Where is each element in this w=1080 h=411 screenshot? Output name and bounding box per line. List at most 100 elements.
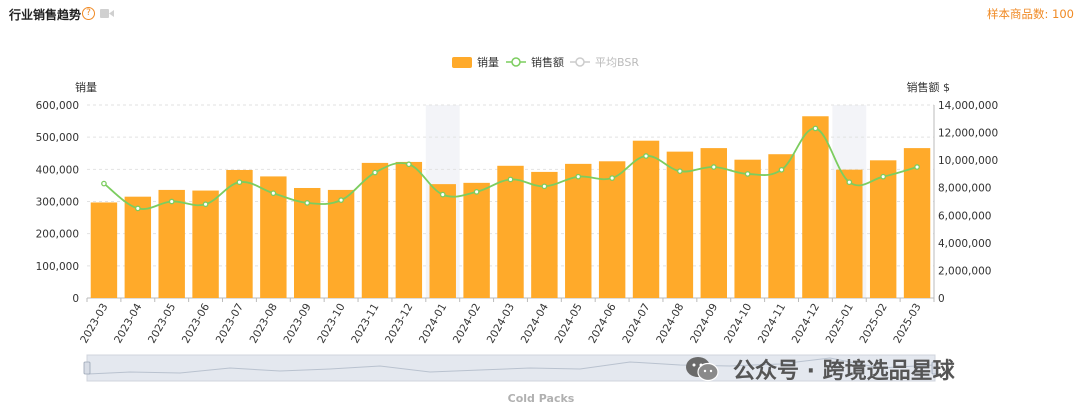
watermark-text: 公众号 · 跨境选品星球 — [733, 359, 955, 384]
sample-count: 样本商品数: 100 — [987, 7, 1074, 21]
x-tick-label: 2025-01 — [824, 302, 856, 346]
bar-sales-volume[interactable] — [429, 184, 456, 298]
legend-item-avg-bsr[interactable]: 平均BSR — [570, 56, 639, 69]
x-tick-label: 2024-04 — [519, 301, 551, 345]
bar-sales-volume[interactable] — [734, 159, 761, 298]
watermark: 公众号 · 跨境选品星球 — [685, 354, 955, 384]
point-sales-amount[interactable] — [372, 169, 378, 176]
point-sales-amount[interactable] — [101, 180, 107, 187]
x-tick-label: 2023-12 — [383, 302, 415, 346]
bar-sales-volume[interactable] — [836, 169, 863, 298]
point-sales-amount[interactable] — [778, 166, 785, 173]
legend-item-sales-amount[interactable]: 销售额 — [506, 55, 564, 69]
y-axis-title: 销量 — [75, 80, 97, 94]
bar-sales-volume[interactable] — [395, 161, 423, 298]
point-sales-amount[interactable] — [507, 176, 514, 183]
bar-sales-volume[interactable] — [327, 189, 355, 298]
point-sales-amount[interactable] — [236, 179, 243, 186]
x-tick-label: 2024-09 — [688, 302, 720, 346]
chart-legend: 销量 销售额 平均BSR — [452, 55, 639, 69]
x-tick-label: 2023-11 — [349, 302, 381, 346]
y2-tick-label: 2,000,000 — [938, 265, 991, 277]
point-sales-amount[interactable] — [202, 201, 209, 208]
point-sales-amount[interactable] — [134, 205, 141, 212]
legend-marker-avg-bsr — [575, 57, 585, 67]
bar-sales-volume[interactable] — [90, 202, 118, 298]
point-sales-amount[interactable] — [575, 173, 582, 180]
legend-label-sales-volume: 销量 — [477, 55, 499, 69]
y2-tick-label: 4,000,000 — [938, 238, 991, 250]
point-sales-amount[interactable] — [609, 175, 615, 181]
legend-swatch-sales-volume — [452, 57, 472, 68]
bar-sales-volume[interactable] — [361, 162, 389, 298]
plot-area: 0 100,000 200,000 300,000 400,000 500,000 600,… — [36, 100, 999, 345]
x-tick-label: 2023-04 — [112, 301, 144, 345]
x-tick-label: 2023-07 — [214, 302, 246, 346]
legend-item-sales-volume[interactable]: 销量 — [452, 55, 499, 69]
bar-sales-volume[interactable] — [768, 154, 795, 298]
y-tick-label: 400,000 — [36, 164, 79, 176]
x-tick-label: 2024-03 — [485, 302, 517, 346]
point-sales-amount[interactable] — [338, 197, 344, 203]
zoom-slider-handle-right[interactable] — [931, 361, 939, 375]
point-sales-amount[interactable] — [812, 125, 819, 132]
legend-label-sales-amount: 销售额 — [531, 55, 564, 69]
bar-sales-volume[interactable] — [192, 190, 219, 298]
bar-sales-volume[interactable] — [802, 116, 829, 298]
zoom-slider[interactable] — [83, 354, 939, 382]
help-icon[interactable]: ? — [82, 7, 95, 20]
bar-sales-volume[interactable] — [531, 171, 558, 298]
bar-sales-volume[interactable] — [463, 182, 490, 298]
x-tick-label: 2024-12 — [790, 302, 822, 346]
point-sales-amount[interactable] — [439, 191, 446, 198]
zoom-slider-preview — [87, 357, 935, 375]
bar-sales-volume[interactable] — [598, 161, 626, 298]
point-sales-amount[interactable] — [880, 173, 887, 180]
bar-sales-volume[interactable] — [700, 148, 727, 298]
point-sales-amount[interactable] — [168, 198, 175, 205]
point-sales-amount[interactable] — [643, 153, 649, 159]
page-title: 行业销售趋势 — [9, 8, 82, 22]
bar-sales-volume[interactable] — [565, 163, 592, 298]
x-tick-label: 2023-05 — [146, 302, 178, 346]
bar-sales-volume[interactable] — [226, 169, 253, 298]
x-tick-label: 2024-06 — [586, 301, 618, 345]
bar-sales-volume[interactable] — [666, 151, 694, 298]
y2-tick-label: 8,000,000 — [938, 183, 991, 195]
x-tick-label: 2023-09 — [281, 302, 313, 346]
x-tick-label: 2023-06 — [180, 301, 212, 345]
point-sales-amount[interactable] — [744, 171, 751, 177]
y-tick-label: 0 — [72, 293, 79, 305]
y2-tick-label: 12,000,000 — [938, 128, 998, 140]
bar-sales-volume[interactable] — [124, 196, 152, 298]
video-icon[interactable] — [100, 9, 114, 18]
x-tick-label: 2024-05 — [553, 302, 585, 346]
bar-sales-volume[interactable] — [497, 165, 524, 298]
bar-sales-volume[interactable] — [869, 160, 897, 298]
bar-sales-volume[interactable] — [158, 189, 185, 298]
bar-sales-volume[interactable] — [294, 187, 321, 298]
x-tick-label: 2024-11 — [756, 302, 788, 346]
zoom-slider-handle-left[interactable] — [83, 361, 91, 375]
chart-header: 行业销售趋势 ? 样本商品数: 100 — [0, 0, 1080, 28]
point-sales-amount[interactable] — [541, 183, 548, 190]
bar-sales-volume[interactable] — [632, 140, 660, 298]
point-sales-amount[interactable] — [914, 164, 920, 170]
point-sales-amount[interactable] — [473, 189, 480, 195]
bar-sales-volume[interactable] — [903, 148, 931, 298]
y-tick-label: 600,000 — [36, 100, 79, 112]
y2-tick-label: 10,000,000 — [938, 155, 998, 167]
point-sales-amount[interactable] — [846, 179, 853, 186]
point-sales-amount[interactable] — [304, 200, 311, 206]
point-sales-amount[interactable] — [677, 168, 683, 175]
legend-label-avg-bsr: 平均BSR — [595, 56, 639, 69]
point-sales-amount[interactable] — [710, 164, 717, 170]
y2-tick-label: 14,000,000 — [938, 100, 998, 112]
point-sales-amount[interactable] — [270, 190, 277, 197]
point-sales-amount[interactable] — [406, 161, 412, 168]
x-tick-label: 2024-02 — [451, 302, 483, 346]
x-tick-label: 2025-03 — [891, 302, 923, 346]
x-tick-label: 2024-08 — [654, 302, 686, 346]
y2-axis-title: 销售额 $ — [907, 80, 951, 94]
y-tick-label: 300,000 — [36, 197, 79, 209]
